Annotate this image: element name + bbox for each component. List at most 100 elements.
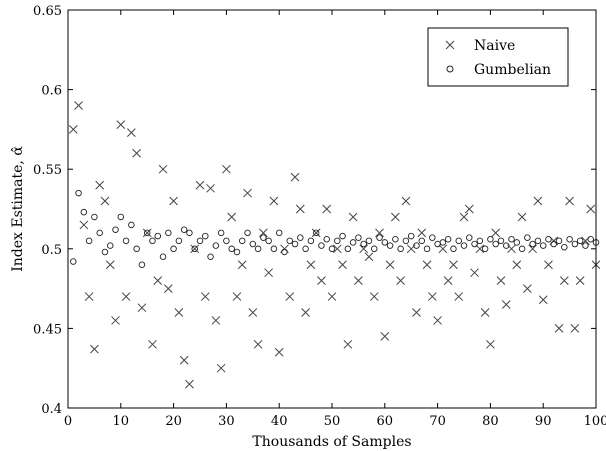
naive-point (412, 308, 420, 316)
gumbelian-point (181, 227, 187, 233)
naive-point (481, 308, 489, 316)
naive-point (560, 277, 568, 285)
gumbelian-point (81, 209, 87, 215)
gumbelian-point (435, 241, 441, 247)
gumbelian-point (245, 230, 251, 236)
naive-point (444, 277, 452, 285)
gumbelian-point (255, 246, 261, 252)
naive-point (106, 261, 114, 269)
naive-point (317, 277, 325, 285)
gumbelian-point (319, 243, 325, 249)
naive-point (112, 316, 120, 324)
naive-point (486, 340, 494, 348)
gumbelian-point (234, 249, 240, 255)
gumbelian-point (324, 236, 330, 242)
naive-point (534, 197, 542, 205)
gumbelian-point (113, 227, 119, 233)
naive-point (201, 293, 209, 301)
naive-point (460, 213, 468, 221)
gumbelian-point (86, 238, 92, 244)
gumbelian-point (371, 246, 377, 252)
naive-point (154, 277, 162, 285)
naive-point (96, 181, 104, 189)
gumbelian-point (546, 236, 552, 242)
naive-point (386, 261, 394, 269)
naive-point (164, 285, 172, 293)
naive-point (159, 165, 167, 173)
x-tick-label: 10 (113, 414, 130, 429)
gumbelian-point (361, 241, 367, 247)
naive-point (275, 348, 283, 356)
gumbelian-point (588, 236, 594, 242)
gumbelian-point (424, 246, 430, 252)
naive-point (175, 308, 183, 316)
x-tick-label: 30 (218, 414, 235, 429)
naive-point (85, 293, 93, 301)
naive-point (228, 213, 236, 221)
naive-point (133, 149, 141, 157)
x-axis-title: Thousands of Samples (252, 434, 411, 450)
gumbelian-point (583, 243, 589, 249)
naive-point (571, 324, 579, 332)
gumbelian-point (356, 235, 362, 241)
gumbelian-point (298, 235, 304, 241)
gumbelian-point (366, 238, 372, 244)
x-tick-label: 40 (271, 414, 288, 429)
plot-area (69, 102, 600, 389)
naive-point (370, 293, 378, 301)
naive-point (587, 205, 595, 213)
y-tick-label: 0.55 (33, 163, 62, 178)
gumbelian-point (419, 238, 425, 244)
gumbelian-point (577, 238, 583, 244)
naive-point (69, 125, 77, 133)
gumbelian-point (292, 241, 298, 247)
naive-point (138, 304, 146, 312)
gumbelian-point (525, 235, 531, 241)
y-tick-label: 0.4 (41, 402, 62, 417)
gumbelian-point (567, 236, 573, 242)
naive-point (492, 229, 500, 237)
gumbelian-point (218, 230, 224, 236)
gumbelian-point (340, 233, 346, 239)
y-tick-label: 0.45 (33, 322, 62, 337)
gumbelian-point (556, 238, 562, 244)
gumbelian-point (70, 259, 76, 265)
naive-point (117, 121, 125, 129)
naive-point (75, 102, 83, 110)
gumbelian-point (239, 238, 245, 244)
gumbelian-point (308, 238, 314, 244)
gumbelian-point (176, 238, 182, 244)
gumbelian-point (334, 238, 340, 244)
gumbelian-point (229, 246, 235, 252)
x-tick-label: 100 (584, 414, 606, 429)
gumbelian-point (150, 238, 156, 244)
gumbelian-point (477, 238, 483, 244)
gumbelian-point (76, 190, 82, 196)
x-tick-label: 70 (429, 414, 446, 429)
gumbelian-point (118, 214, 124, 220)
naive-point (296, 205, 304, 213)
naive-point (539, 296, 547, 304)
gumbelian-point (387, 243, 393, 249)
naive-point (249, 308, 257, 316)
naive-point (455, 293, 463, 301)
gumbelian-point (498, 238, 504, 244)
gumbelian-point (540, 243, 546, 249)
naive-point (323, 205, 331, 213)
gumbelian-point (187, 230, 193, 236)
naive-point (207, 184, 215, 192)
naive-point (365, 253, 373, 261)
naive-point (449, 261, 457, 269)
gumbelian-point (493, 241, 499, 247)
naive-point (391, 213, 399, 221)
gumbelian-point (208, 254, 214, 260)
y-axis-title: Index Estimate, α̂ (10, 146, 26, 272)
gumbelian-point (350, 240, 356, 246)
naive-point (259, 229, 267, 237)
naive-point (80, 221, 88, 229)
gumbelian-point (129, 222, 135, 228)
series-gumbelian (70, 190, 598, 267)
gumbelian-point (202, 233, 208, 239)
gumbelian-point (403, 238, 409, 244)
naive-point (513, 261, 521, 269)
